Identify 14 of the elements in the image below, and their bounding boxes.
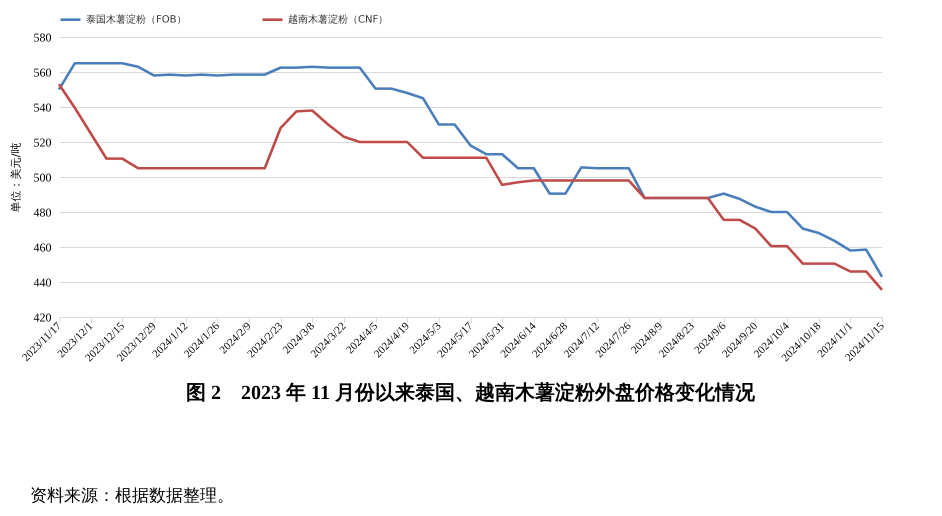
y-tick-label: 560	[34, 66, 52, 80]
y-tick-label: 440	[34, 276, 52, 290]
y-tick-label: 500	[34, 170, 52, 184]
y-tick-label: 520	[34, 136, 52, 150]
y-tick-label: 480	[34, 206, 52, 220]
y-axis-title: 单位：美元/吨	[10, 142, 22, 212]
y-tick-label: 420	[34, 310, 52, 324]
text: 图 2 2023 年 11 月份以来泰国、越南木薯淀粉外盘价格变化情况	[186, 380, 756, 404]
y-tick-label: 460	[34, 240, 52, 254]
legend-label: 泰国木薯淀粉（FOB）	[86, 14, 186, 26]
legend-label: 越南木薯淀粉（CNF）	[288, 14, 388, 26]
y-tick-label: 580	[34, 30, 52, 44]
text: 资料来源：根据数据整理。	[30, 485, 234, 507]
y-tick-label: 540	[34, 100, 52, 114]
